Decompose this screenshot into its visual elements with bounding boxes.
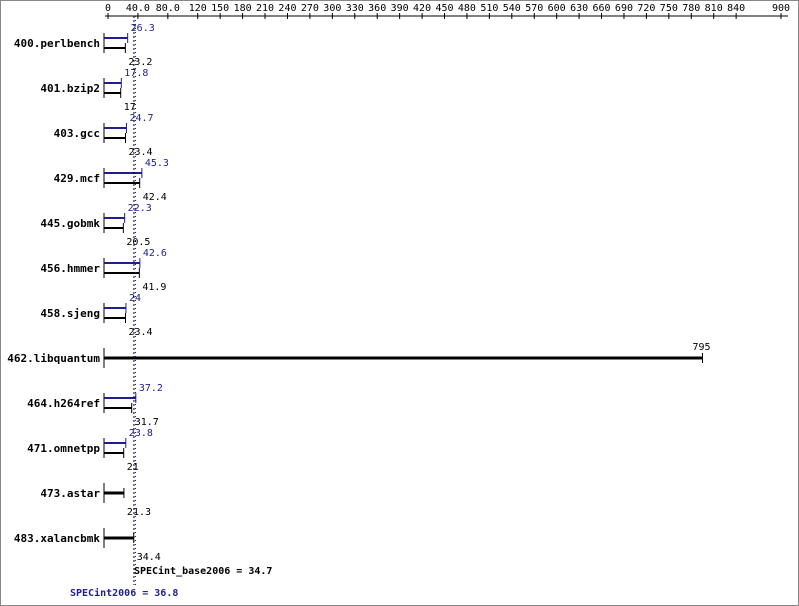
x-tick-label: 660 bbox=[593, 3, 611, 14]
category-label: 471.omnetpp bbox=[27, 442, 100, 455]
value-label: 31.7 bbox=[135, 417, 159, 428]
category-label: 464.h264ref bbox=[27, 397, 100, 410]
x-tick-label: 210 bbox=[256, 3, 274, 14]
x-tick-label: 0 bbox=[105, 3, 111, 14]
x-tick-label: 480 bbox=[458, 3, 476, 14]
category-label: 473.astar bbox=[40, 487, 100, 500]
value-label: 37.2 bbox=[139, 383, 163, 394]
x-tick-label: 720 bbox=[637, 3, 655, 14]
category-label: 456.hmmer bbox=[40, 262, 100, 275]
value-label: 20.5 bbox=[126, 237, 150, 248]
category-label: 483.xalancbmk bbox=[14, 532, 100, 545]
category-label: 462.libquantum bbox=[7, 352, 100, 365]
x-tick-label: 420 bbox=[413, 3, 431, 14]
value-label: 23.4 bbox=[128, 327, 152, 338]
value-label: 22.3 bbox=[128, 203, 152, 214]
x-tick-label: 600 bbox=[548, 3, 566, 14]
value-label: 26.3 bbox=[131, 23, 155, 34]
category-label: 401.bzip2 bbox=[40, 82, 100, 95]
category-label: 403.gcc bbox=[54, 127, 100, 140]
value-label: 23.2 bbox=[128, 57, 152, 68]
x-tick-label: 120 bbox=[189, 3, 207, 14]
x-tick-label: 630 bbox=[570, 3, 588, 14]
x-tick-label: 330 bbox=[346, 3, 364, 14]
value-label: 17 bbox=[124, 102, 136, 113]
value-label: 795 bbox=[692, 342, 710, 353]
value-label: 21.3 bbox=[127, 507, 151, 518]
x-tick-label: 360 bbox=[368, 3, 386, 14]
x-tick-label: 780 bbox=[682, 3, 700, 14]
category-label: 429.mcf bbox=[54, 172, 100, 185]
x-tick-label: 750 bbox=[660, 3, 678, 14]
category-label: 400.perlbench bbox=[14, 37, 100, 50]
value-label: 42.6 bbox=[143, 248, 167, 259]
x-tick-label: 180 bbox=[234, 3, 252, 14]
value-label: 42.4 bbox=[143, 192, 167, 203]
x-tick-label: 40.0 bbox=[126, 3, 150, 14]
x-tick-label: 240 bbox=[278, 3, 296, 14]
category-label: 445.gobmk bbox=[40, 217, 100, 230]
x-tick-label: 900 bbox=[772, 3, 790, 14]
x-tick-label: 510 bbox=[480, 3, 498, 14]
x-tick-label: 300 bbox=[323, 3, 341, 14]
category-label: 458.sjeng bbox=[40, 307, 100, 320]
x-tick-label: 690 bbox=[615, 3, 633, 14]
x-tick-label: 270 bbox=[301, 3, 319, 14]
base-score-label: SPECint_base2006 = 34.7 bbox=[134, 565, 272, 577]
x-tick-label: 810 bbox=[705, 3, 723, 14]
value-label: 24.7 bbox=[129, 113, 153, 124]
x-tick-label: 540 bbox=[503, 3, 521, 14]
x-tick-label: 840 bbox=[727, 3, 745, 14]
value-label: 17.8 bbox=[124, 68, 148, 79]
value-label: 45.3 bbox=[145, 158, 169, 169]
peak-score-label: SPECint2006 = 36.8 bbox=[70, 587, 178, 599]
value-label: 34.4 bbox=[137, 552, 161, 563]
x-tick-label: 570 bbox=[525, 3, 543, 14]
x-tick-label: 150 bbox=[211, 3, 229, 14]
value-label: 23.8 bbox=[129, 428, 153, 439]
value-label: 23.4 bbox=[128, 147, 152, 158]
value-label: 41.9 bbox=[142, 282, 166, 293]
value-label: 24 bbox=[129, 293, 141, 304]
x-tick-label: 80.0 bbox=[156, 3, 180, 14]
x-tick-label: 390 bbox=[391, 3, 409, 14]
value-label: 21 bbox=[127, 462, 139, 473]
x-tick-label: 450 bbox=[435, 3, 453, 14]
